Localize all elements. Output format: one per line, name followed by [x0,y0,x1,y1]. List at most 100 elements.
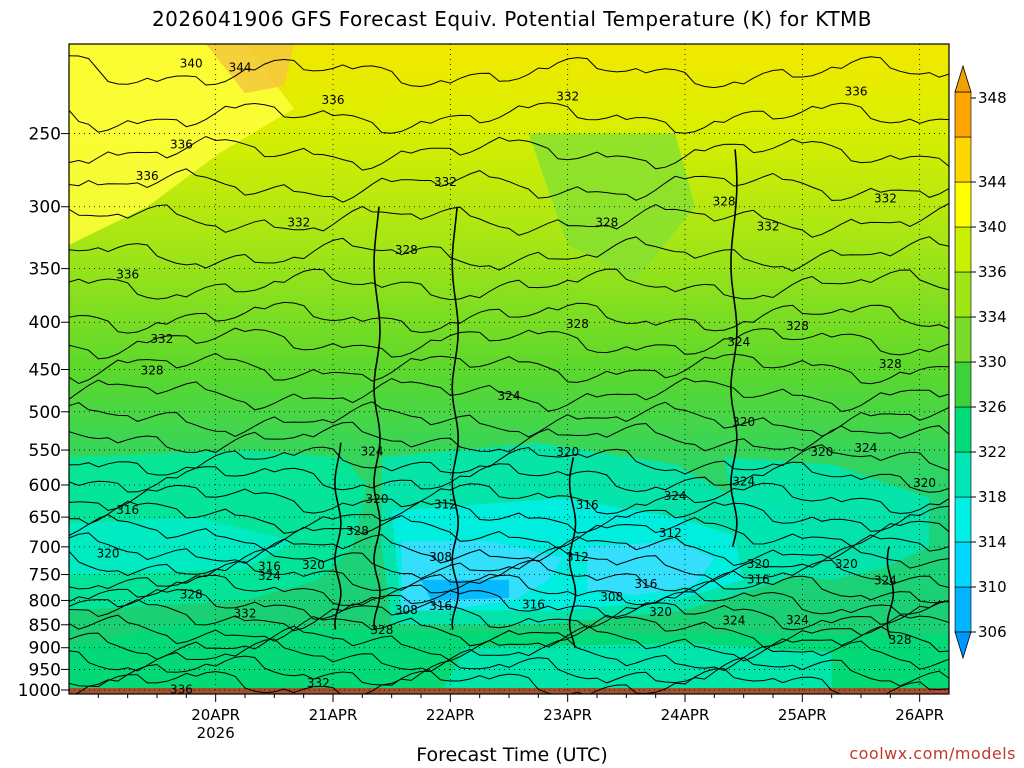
contour-line [69,638,949,672]
contour-line [69,377,949,413]
colorbar-segment [954,316,972,363]
contour-label: 320 [302,558,325,572]
contour-line [69,401,949,438]
x-tick-label: 22APR [426,706,475,724]
contour-label: 328 [595,215,618,229]
contour-label: 320 [913,476,936,490]
contour-label: 332 [287,215,310,229]
contour-label: 340 [180,57,203,71]
contour-steep-line [730,149,738,548]
contour-label: 324 [854,441,877,455]
colorbar-under-arrow [954,631,972,660]
y-tick-label: 800 [29,591,61,611]
contour-label: 320 [732,415,755,429]
y-tick-label: 950 [29,660,61,680]
contour-label: 316 [258,559,281,573]
contour-label: 332 [307,676,330,690]
contour-label: 324 [874,573,897,587]
colorbar-label: 330 [978,353,1007,371]
contour-label: 316 [116,503,139,517]
contour-label: 336 [322,93,345,107]
x-tick-label: 21APR [309,706,358,724]
contour-label: 316 [522,597,545,611]
contour-label: 324 [361,444,384,458]
contour-label: 344 [229,60,252,74]
colorbar: 306 310 314 318 322 326 330 334 336 340 344 348 [954,64,1007,660]
contour-label: 308 [600,590,623,604]
colorbar-segment [954,406,972,453]
x-tick-label: 25APR [778,706,827,724]
y-tick-label: 550 [29,441,61,461]
contour-label: 328 [889,633,912,647]
contour-label: 332 [150,332,173,346]
contour-label: 316 [576,498,599,512]
y-tick-label: 750 [29,566,61,586]
contour-label: 328 [713,194,736,208]
contour-label: 332 [556,90,579,104]
contour-label: 328 [141,363,164,377]
right-teal-region [724,457,930,580]
colorbar-label: 334 [978,308,1007,326]
contour-label: 312 [566,550,589,564]
contour-line [69,421,949,453]
colorbar-segment [954,586,972,633]
contour-line [69,301,949,334]
contour-steep-line [886,546,895,639]
colorbar-label: 306 [978,623,1007,641]
x-tick-sublabel: 2026 [197,724,235,742]
contour-label: 320 [649,605,672,619]
terrain-strip [69,688,949,694]
colorbar-segment [954,181,972,228]
x-tick-label: 23APR [543,706,592,724]
contour-line [69,625,949,662]
contour-label: 320 [97,547,120,561]
contour-label: 336 [136,169,159,183]
colorbar-segment [954,361,972,408]
contour-label: 332 [874,192,897,206]
y-tick-label: 650 [29,508,61,528]
y-tick-label: 600 [29,476,61,496]
contour-label: 328 [566,317,589,331]
chart-title: 2026041906 GFS Forecast Equiv. Potential… [151,7,873,31]
contour-label: 328 [786,319,809,333]
watermark: coolwx.com/models [849,744,1016,763]
contour-steep-line [568,457,577,648]
contour-line [69,500,949,534]
colorbar-segment [954,451,972,498]
contour-line [69,614,949,648]
contour-line [69,444,949,476]
colorbar-segment [954,271,972,318]
contour-label: 320 [835,557,858,571]
contour-label: 312 [659,526,682,540]
x-axis-label: Forecast Time (UTC) [416,744,608,766]
contour-label: 324 [727,335,750,349]
contour-line [69,461,949,493]
y-tick-label: 850 [29,616,61,636]
contour-line [69,135,949,171]
contour-label: 312 [434,498,457,512]
x-tick-label: 26APR [895,706,944,724]
colorbar-label: 344 [978,173,1007,191]
contour-label: 328 [370,623,393,637]
contour-label: 324 [732,475,755,489]
contour-label: 324 [258,569,281,583]
y-tick-label: 350 [29,260,61,280]
contour-steep-line [373,206,381,630]
contour-line [69,574,949,606]
contour-line [69,236,949,272]
y-tick-label: 300 [29,198,61,218]
y-tick-label: 1000 [18,681,61,701]
contour-line [74,668,949,694]
x-tick-label: 24APR [661,706,710,724]
contour-label: 320 [556,445,579,459]
contour-line [69,514,949,551]
y-tick-label: 700 [29,538,61,558]
colorbar-segment [954,91,972,138]
y-tick-label: 500 [29,403,61,423]
contour-label: 336 [116,267,139,281]
contour-label: 332 [757,219,780,233]
contour-label: 324 [786,613,809,627]
contour-label: 332 [434,175,457,189]
